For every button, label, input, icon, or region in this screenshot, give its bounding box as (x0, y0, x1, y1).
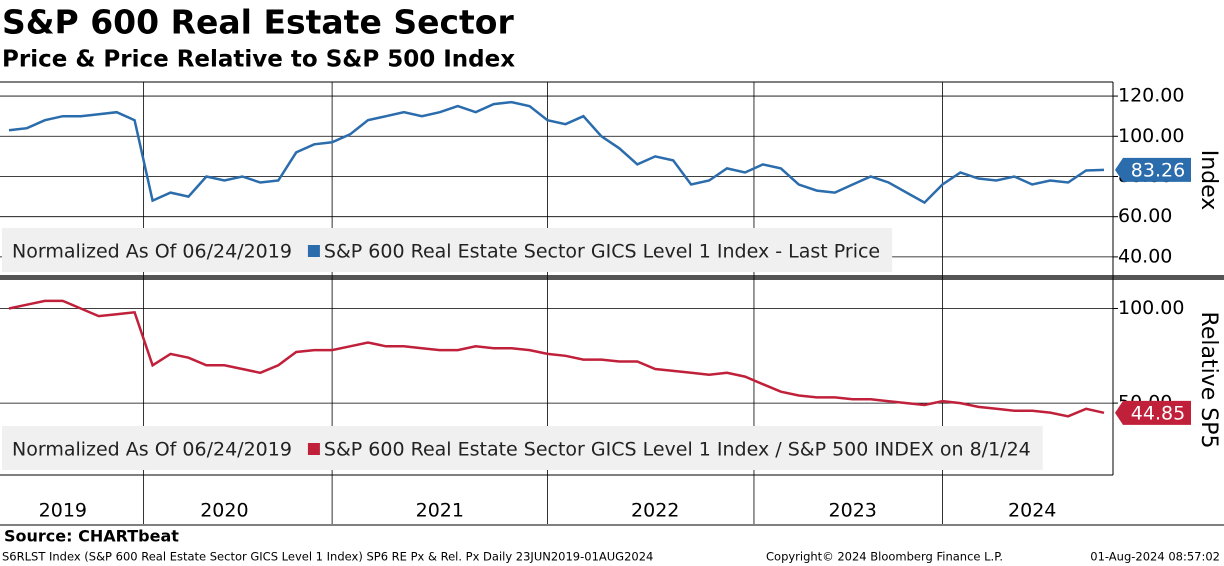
y-axis-title: Index (1196, 150, 1221, 211)
legend-background (2, 426, 1043, 470)
footer-copyright: Copyright© 2024 Bloomberg Finance L.P. (766, 550, 1003, 564)
x-tick-label: 2022 (631, 500, 679, 522)
y-tick-label: 100.00 (1118, 297, 1184, 319)
last-value-label: 44.85 (1131, 402, 1185, 424)
series-line (8, 299, 1105, 418)
series-line (8, 100, 1105, 205)
x-tick-label: 2019 (39, 500, 87, 522)
source: Source: CHARTbeat (4, 527, 179, 546)
legend-annotation: Normalized As Of 06/24/2019 (12, 439, 292, 461)
last-value-badge (1115, 400, 1191, 425)
chart-title: S&P 600 Real Estate Sector (2, 3, 514, 42)
x-tick-label: 2023 (829, 500, 877, 522)
x-tick-label: 2020 (200, 500, 248, 522)
legend-label: S&P 600 Real Estate Sector GICS Level 1 … (324, 439, 1031, 461)
y-tick-label: 60.00 (1118, 205, 1172, 227)
legend: Normalized As Of 06/24/2019 S&P 600 Real … (2, 426, 1043, 470)
footer-description: S6RLST Index (S&P 600 Real Estate Sector… (2, 550, 653, 564)
chart-subtitle: Price & Price Relative to S&P 500 Index (2, 47, 515, 73)
y-tick-label: 120.00 (1118, 85, 1184, 107)
y-tick-label: 40.00 (1118, 245, 1172, 267)
legend-annotation: Normalized As Of 06/24/2019 (12, 241, 292, 263)
legend-swatch (307, 443, 320, 455)
last-value-badge (1115, 157, 1191, 182)
y-axis-title: Relative SP5 (1196, 312, 1221, 449)
legend: Normalized As Of 06/24/2019 S&P 600 Real … (2, 228, 893, 272)
legend-swatch (307, 245, 320, 257)
legend-label: S&P 600 Real Estate Sector GICS Level 1 … (324, 241, 880, 263)
footer-timestamp: 01-Aug-2024 08:57:02 (1090, 550, 1220, 564)
x-tick-label: 2024 (1008, 500, 1056, 522)
panel-divider (0, 275, 1224, 280)
x-tick-label: 2021 (416, 500, 464, 522)
legend-background (2, 228, 893, 272)
last-value-label: 83.26 (1131, 159, 1185, 181)
y-tick-label: 100.00 (1118, 125, 1184, 147)
